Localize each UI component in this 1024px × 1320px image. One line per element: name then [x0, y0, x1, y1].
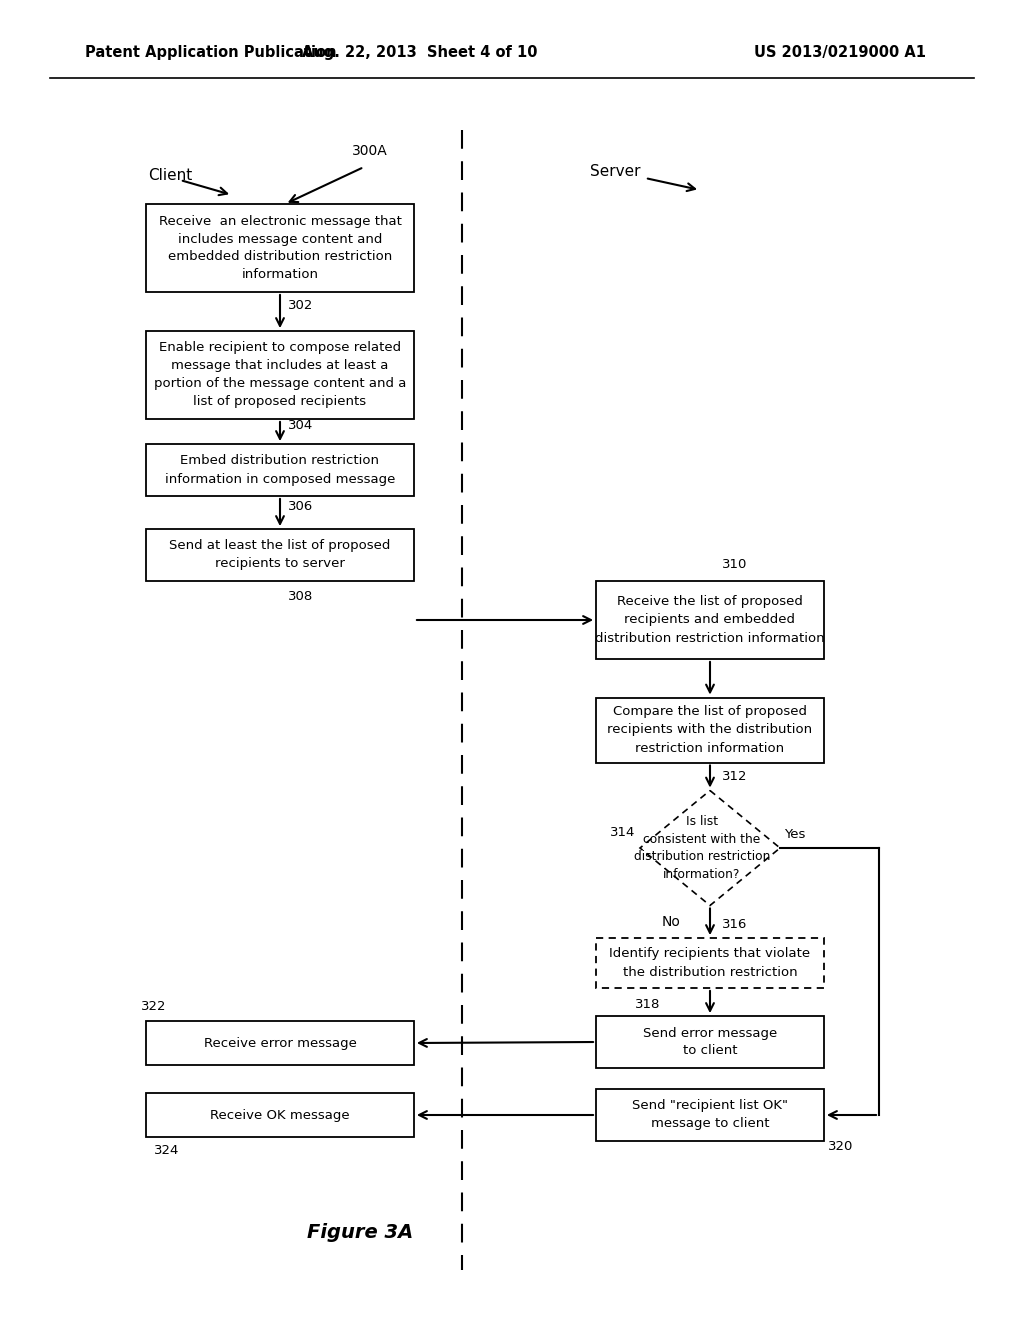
Text: 320: 320: [828, 1139, 853, 1152]
Text: Receive error message: Receive error message: [204, 1036, 356, 1049]
Text: Send error message
to client: Send error message to client: [643, 1027, 777, 1057]
Text: Aug. 22, 2013  Sheet 4 of 10: Aug. 22, 2013 Sheet 4 of 10: [302, 45, 538, 59]
Text: No: No: [662, 915, 681, 928]
Text: Embed distribution restriction
information in composed message: Embed distribution restriction informati…: [165, 454, 395, 486]
FancyBboxPatch shape: [146, 1020, 414, 1065]
Text: Send "recipient list OK"
message to client: Send "recipient list OK" message to clie…: [632, 1100, 788, 1130]
FancyBboxPatch shape: [146, 444, 414, 496]
Text: 310: 310: [722, 558, 748, 572]
FancyBboxPatch shape: [146, 205, 414, 292]
FancyBboxPatch shape: [596, 697, 824, 763]
Text: 304: 304: [288, 418, 313, 432]
FancyBboxPatch shape: [146, 331, 414, 418]
Text: 302: 302: [288, 300, 313, 312]
FancyBboxPatch shape: [596, 1016, 824, 1068]
FancyBboxPatch shape: [596, 581, 824, 659]
Text: 300A: 300A: [352, 144, 388, 158]
FancyBboxPatch shape: [596, 939, 824, 987]
Text: Send at least the list of proposed
recipients to server: Send at least the list of proposed recip…: [169, 540, 391, 570]
Text: 322: 322: [141, 1001, 167, 1014]
FancyBboxPatch shape: [596, 1089, 824, 1140]
Text: Client: Client: [148, 168, 193, 182]
Text: Yes: Yes: [784, 828, 805, 841]
Text: Receive  an electronic message that
includes message content and
embedded distri: Receive an electronic message that inclu…: [159, 214, 401, 281]
Text: 308: 308: [288, 590, 313, 602]
Text: Compare the list of proposed
recipients with the distribution
restriction inform: Compare the list of proposed recipients …: [607, 705, 813, 755]
Text: 324: 324: [154, 1144, 179, 1158]
Text: Receive the list of proposed
recipients and embedded
distribution restriction in: Receive the list of proposed recipients …: [595, 595, 824, 644]
Text: 318: 318: [635, 998, 660, 1011]
Text: 314: 314: [610, 826, 635, 840]
Text: Patent Application Publication: Patent Application Publication: [85, 45, 337, 59]
FancyBboxPatch shape: [146, 1093, 414, 1137]
Text: Server: Server: [590, 165, 640, 180]
Text: US 2013/0219000 A1: US 2013/0219000 A1: [754, 45, 926, 59]
Text: Receive OK message: Receive OK message: [210, 1109, 350, 1122]
Text: Identify recipients that violate
the distribution restriction: Identify recipients that violate the dis…: [609, 948, 811, 978]
Text: Figure 3A: Figure 3A: [307, 1222, 413, 1242]
Text: 306: 306: [288, 500, 313, 513]
FancyBboxPatch shape: [146, 529, 414, 581]
Text: 312: 312: [722, 770, 748, 783]
Text: 316: 316: [722, 917, 748, 931]
Text: Enable recipient to compose related
message that includes at least a
portion of : Enable recipient to compose related mess…: [154, 342, 407, 408]
Text: Is list
consistent with the
distribution restriction
information?: Is list consistent with the distribution…: [634, 816, 770, 880]
